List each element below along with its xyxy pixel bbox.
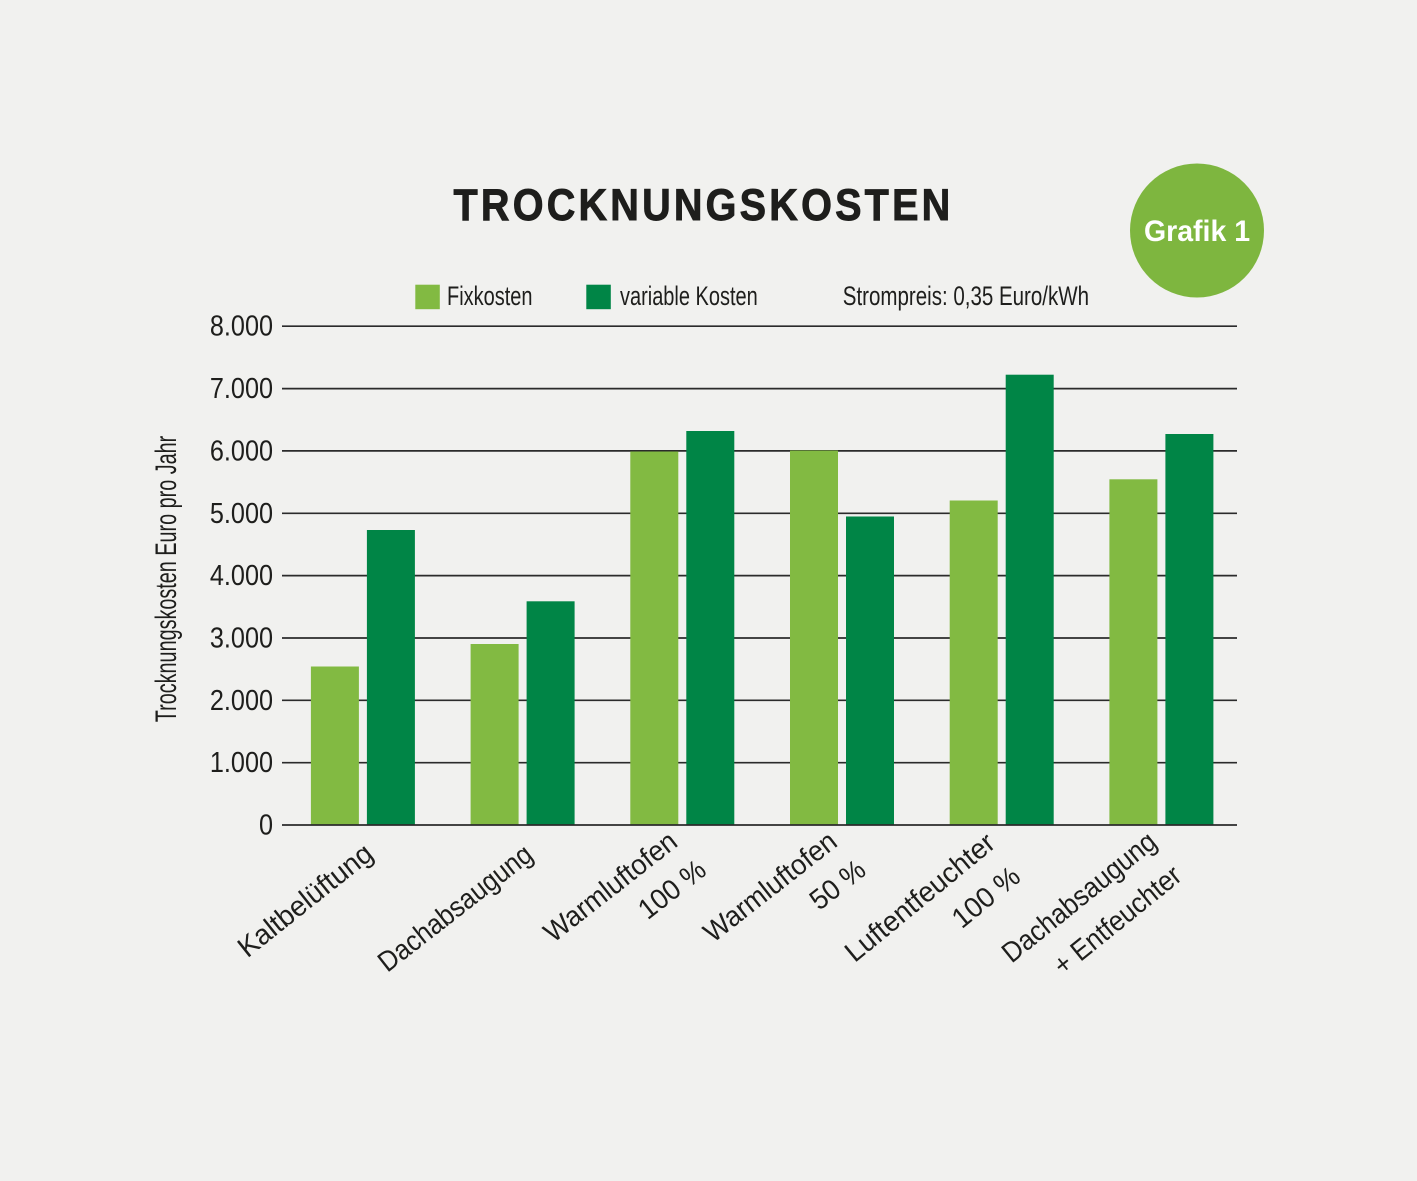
svg-text:7.000: 7.000 xyxy=(210,371,273,404)
svg-text:6.000: 6.000 xyxy=(210,434,273,467)
svg-text:TROCKNUNGSKOSTEN: TROCKNUNGSKOSTEN xyxy=(454,180,954,230)
svg-text:4.000: 4.000 xyxy=(210,558,273,591)
svg-text:Trocknungskosten Euro pro Jahr: Trocknungskosten Euro pro Jahr xyxy=(150,435,183,722)
svg-text:5.000: 5.000 xyxy=(210,496,273,529)
svg-text:Fixkosten: Fixkosten xyxy=(447,281,533,312)
svg-text:Grafik 1: Grafik 1 xyxy=(1144,215,1250,248)
svg-text:0: 0 xyxy=(259,808,273,841)
svg-text:2.000: 2.000 xyxy=(210,683,273,716)
svg-text:3.000: 3.000 xyxy=(210,621,273,654)
svg-text:1.000: 1.000 xyxy=(210,746,273,779)
svg-text:8.000: 8.000 xyxy=(210,309,273,342)
svg-text:variable Kosten: variable Kosten xyxy=(620,281,758,312)
svg-text:Strompreis: 0,35 Euro/kWh: Strompreis: 0,35 Euro/kWh xyxy=(843,281,1089,311)
